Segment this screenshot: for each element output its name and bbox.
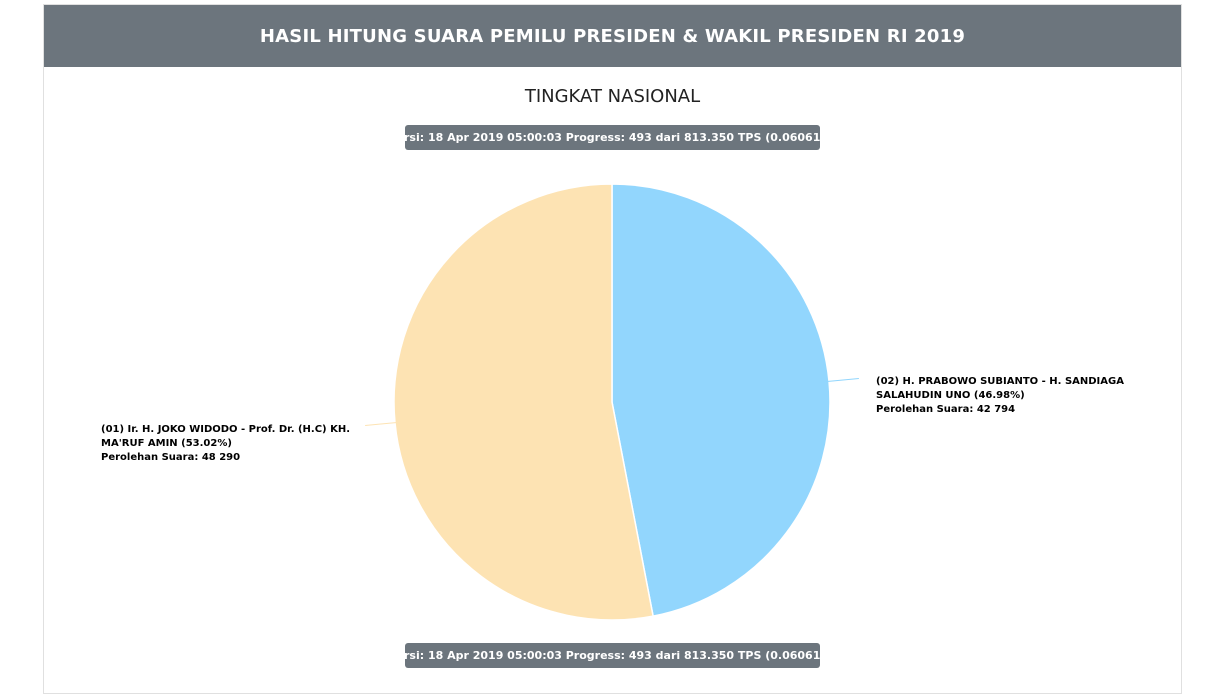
slice-label-02-votes: Perolehan Suara: 42 794 [876,404,1015,415]
slice-label-02: (02) H. PRABOWO SUBIANTO - H. SANDIAGA S… [876,376,1124,415]
slice-label-01-line2: MA'RUF AMIN (53.02%) [101,438,232,449]
chart-title: TINGKAT NASIONAL [524,86,701,107]
page-title: HASIL HITUNG SUARA PEMILU PRESIDEN & WAK… [259,25,966,47]
slice-02-connector [826,378,859,383]
label-connectors [365,378,859,426]
slice-label-02-line1: (02) H. PRABOWO SUBIANTO - H. SANDIAGA [876,376,1124,387]
version-badge-top: Versi: 18 Apr 2019 05:00:03 Progress: 49… [389,125,836,150]
page-header: HASIL HITUNG SUARA PEMILU PRESIDEN & WAK… [44,5,1181,67]
slice-02[interactable] [611,183,831,617]
slice-label-01: (01) Ir. H. JOKO WIDODO - Prof. Dr. (H.C… [101,424,350,463]
slice-01-connector [365,421,398,426]
slice-label-01-votes: Perolehan Suara: 48 290 [101,452,240,463]
version-badge-bottom: Versi: 18 Apr 2019 05:00:03 Progress: 49… [389,643,836,668]
slice-label-02-line2: SALAHUDIN UNO (46.98%) [876,390,1025,401]
pie-slices [393,183,831,621]
slice-label-01-line1: (01) Ir. H. JOKO WIDODO - Prof. Dr. (H.C… [101,424,350,435]
